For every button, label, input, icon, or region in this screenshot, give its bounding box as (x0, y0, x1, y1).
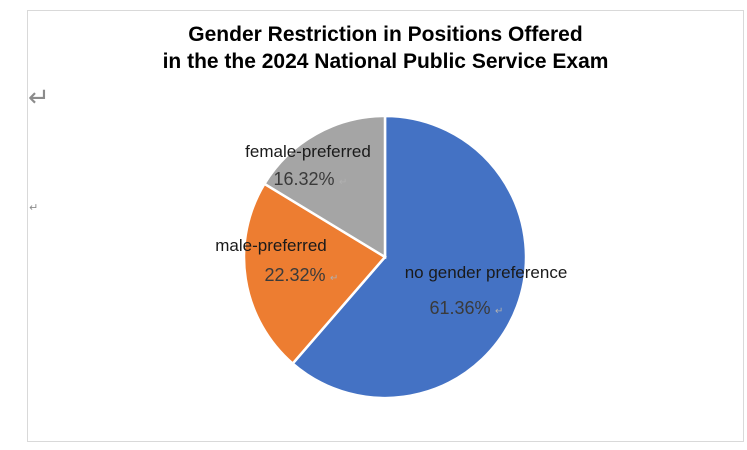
slice-no-gender-preference (290, 114, 528, 400)
return-mark-icon: ↵ (339, 177, 347, 188)
slice-male-preferred (242, 182, 387, 366)
slice-value-label: 61.36% (429, 298, 490, 318)
paragraph-mark-icon: ↵ (28, 83, 50, 113)
chart-title-line2: in the the 2024 National Public Service … (162, 50, 609, 73)
slice-label: female-preferred (245, 142, 371, 161)
chart-title-line1: Gender Restriction in Positions Offered (188, 23, 583, 46)
return-mark-icon: ↵ (330, 273, 338, 284)
return-mark-icon: ↵ (495, 306, 503, 317)
slice-label: no gender preference (405, 263, 568, 282)
slice-value-label: 22.32% (264, 265, 325, 285)
slice-label: male-preferred (215, 236, 327, 255)
slice-female-preferred (262, 114, 387, 260)
paragraph-mark-icon-small: ↵ (29, 201, 39, 214)
slice-value-label: 16.32% (273, 169, 334, 189)
